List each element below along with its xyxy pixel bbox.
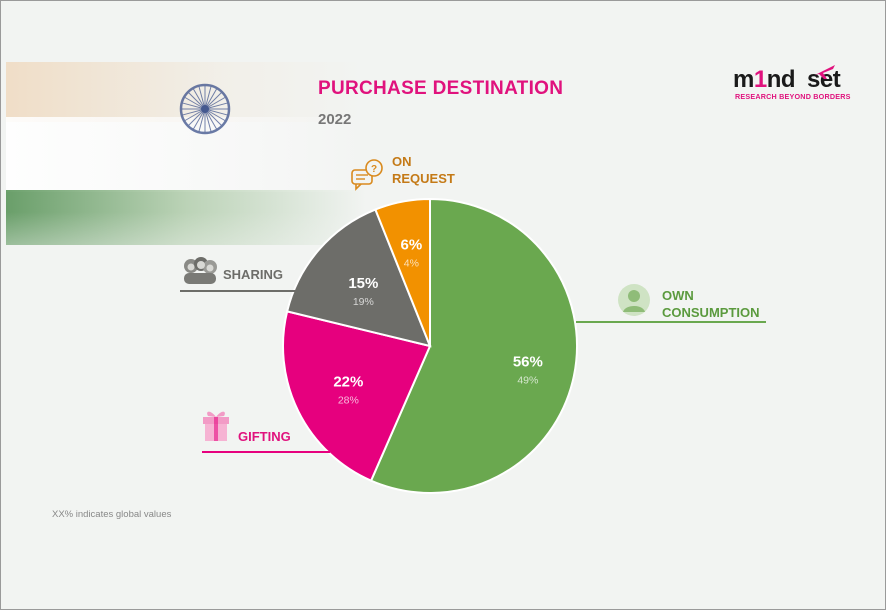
logo-wordmark: m1nd set: [733, 66, 841, 93]
ashoka-chakra-icon: [179, 83, 231, 135]
pie-slice-own-consumption: [369, 197, 578, 494]
pie-slice-sharing: [285, 208, 432, 348]
slice-global-label: 4%: [404, 257, 419, 269]
slice-global-label: 19%: [353, 296, 374, 308]
svg-text:?: ?: [371, 164, 377, 175]
own-consumption-underline: [576, 321, 766, 323]
group-icon: [184, 257, 217, 284]
slice-value-label: 6%: [401, 236, 423, 253]
pie-slice-on-request: [374, 197, 431, 347]
slice-value-label: 56%: [513, 353, 543, 370]
legend-label-own-consumption: OWN CONSUMPTION: [662, 288, 760, 320]
footnote: XX% indicates global values: [52, 509, 172, 520]
slice-global-label: 49%: [517, 374, 538, 386]
chart-title: PURCHASE DESTINATION: [318, 78, 564, 99]
slice-value-label: 15%: [348, 275, 378, 292]
india-flag-background: [6, 62, 366, 302]
chart-subtitle: 2022: [318, 111, 352, 128]
pie-slice-gifting: [282, 310, 432, 482]
plane-icon: [815, 65, 835, 79]
legend-label-gifting: GIFTING: [238, 429, 291, 444]
sharing-underline: [180, 290, 330, 292]
person-icon: [618, 284, 650, 316]
mindset-logo: m1nd set RESEARCH BEYOND BORDERS: [733, 65, 863, 106]
speech-bubble-icon: ?: [351, 159, 383, 191]
gift-icon: [203, 411, 229, 441]
gifting-underline: [202, 451, 330, 453]
legend-label-sharing: SHARING: [223, 267, 283, 282]
logo-tagline: RESEARCH BEYOND BORDERS: [735, 92, 851, 101]
slice-value-label: 22%: [333, 373, 363, 390]
slice-global-label: 28%: [338, 394, 359, 406]
legend-label-on-request: ON REQUEST: [392, 154, 455, 186]
